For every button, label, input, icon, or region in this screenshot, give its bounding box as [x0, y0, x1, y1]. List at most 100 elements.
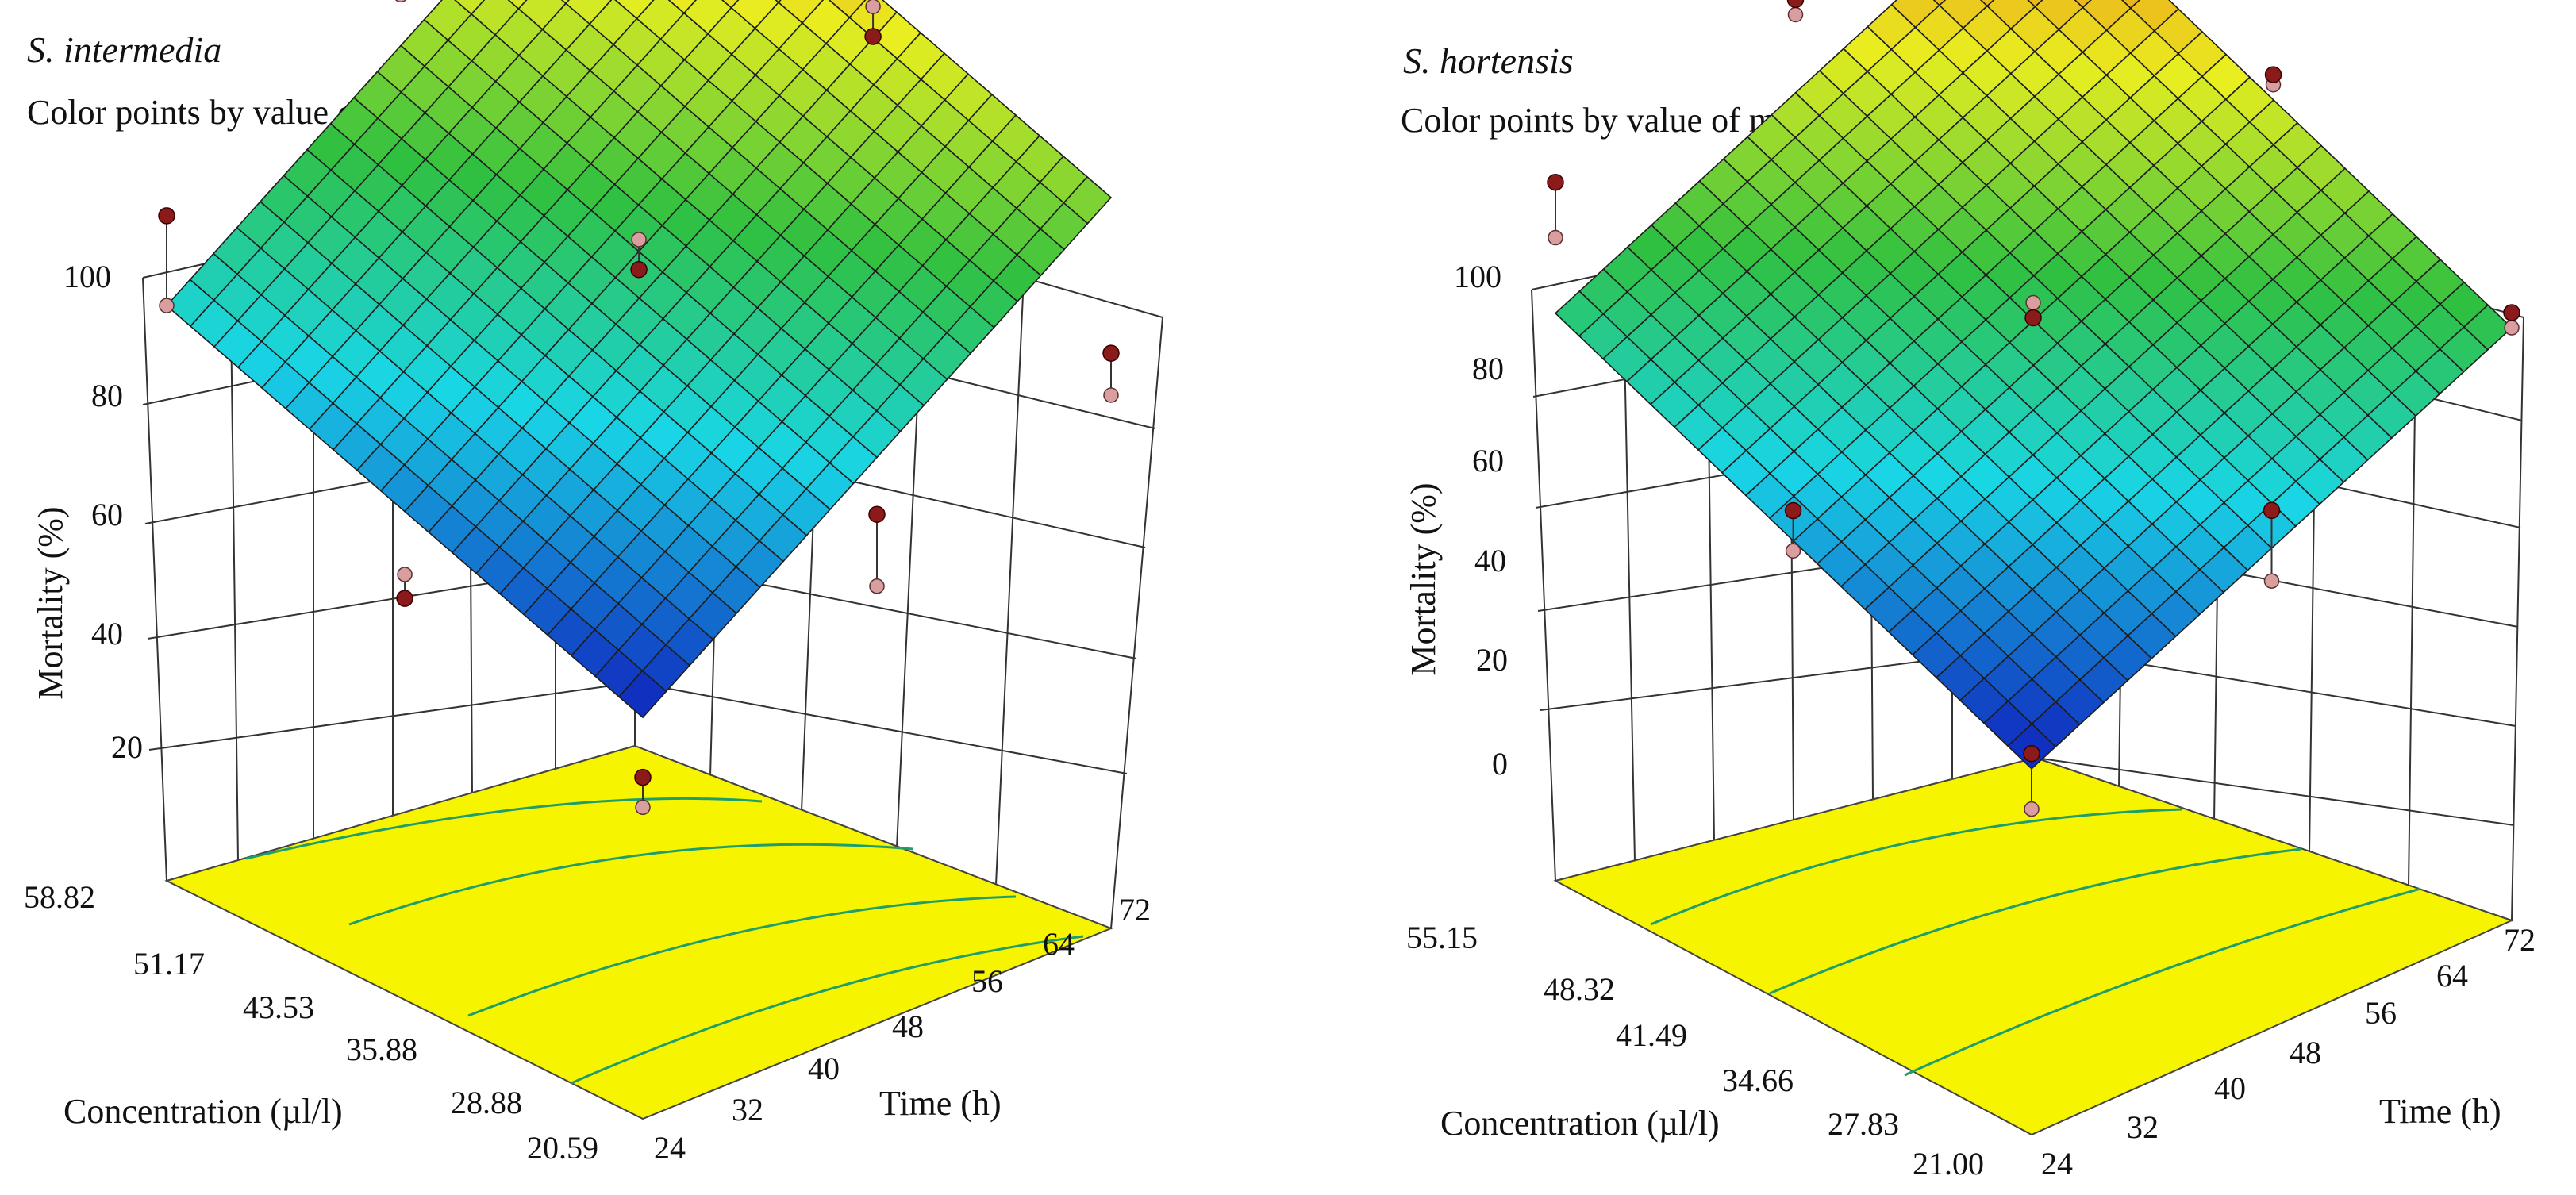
x-tick: 51.17: [133, 946, 205, 982]
x-axis-ticks: 55.15 48.32 41.49 34.66 27.83 21.00: [1406, 920, 1984, 1182]
x-tick: 27.83: [1828, 1106, 1899, 1142]
data-points: [1547, 0, 2520, 817]
y-tick: 64: [2436, 958, 2468, 993]
y-tick: 48: [892, 1009, 924, 1044]
z-tick: 60: [1472, 443, 1504, 478]
y-axis-ticks: 24 32 40 48 56 64 72: [654, 892, 1151, 1166]
z-tick: 20: [1476, 642, 1508, 678]
surface-cell: [507, 0, 528, 10]
surface-cell: [2120, 0, 2141, 10]
surface-cell: [2027, 0, 2043, 8]
observed-point: [634, 768, 652, 786]
surface-cell: [1932, 0, 1947, 6]
predicted-point: [2024, 801, 2040, 817]
observed-point: [2023, 745, 2040, 763]
y-tick: 56: [2365, 995, 2397, 1031]
observed-point: [1784, 501, 1802, 520]
predicted-point: [631, 232, 647, 248]
predicted-point: [397, 567, 413, 582]
y-axis-ticks: 24 32 40 48 56 64 72: [2041, 922, 2536, 1182]
observed-point: [158, 207, 175, 225]
z-axis-label: Mortality (%): [1404, 482, 1443, 675]
y-tick: 48: [2290, 1035, 2321, 1070]
x-tick: 35.88: [346, 1032, 417, 1067]
y-tick: 32: [2127, 1109, 2159, 1145]
x-tick: 43.53: [243, 989, 314, 1025]
observed-point: [868, 505, 886, 523]
x-tick: 20.59: [527, 1130, 598, 1166]
z-axis-label: Mortality (%): [31, 506, 70, 699]
floor-contours: [245, 797, 1084, 1085]
x-tick: 21.00: [1913, 1146, 1984, 1182]
y-tick: 40: [808, 1051, 840, 1086]
z-tick: 40: [1474, 543, 1506, 578]
predicted-point: [394, 0, 407, 3]
x-tick: 28.88: [451, 1085, 522, 1120]
x-tick: 34.66: [1722, 1062, 1794, 1098]
predicted-point: [635, 799, 651, 816]
z-tick: 20: [111, 729, 143, 765]
predicted-point: [1548, 229, 1563, 246]
x-tick: 41.49: [1616, 1017, 1687, 1053]
y-tick: 64: [1043, 926, 1075, 962]
x-axis-ticks: 58.82 51.17 43.53 35.88 28.88 20.59: [24, 879, 598, 1166]
predicted-point: [869, 578, 885, 594]
y-tick: 72: [1119, 892, 1151, 928]
x-axis-label: Concentration (µl/l): [63, 1092, 343, 1131]
observed-point: [864, 28, 882, 45]
z-tick: 60: [91, 497, 123, 532]
y-tick: 40: [2214, 1070, 2246, 1106]
observed-point: [630, 260, 648, 279]
panel-s-hortensis: S. hortensis Color points by value of mo…: [1401, 0, 2536, 1182]
surface-cell: [1979, 0, 1995, 7]
surface-cell: [667, 0, 698, 14]
observed-point: [2263, 501, 2281, 520]
predicted-point: [2025, 294, 2041, 311]
panel-s-intermedia: S. intermedia Color points by value of m…: [24, 0, 1164, 1166]
z-axis-ticks: 100 80 60 40 20 0: [1454, 259, 1508, 782]
surface-cell: [617, 670, 667, 719]
observed-point: [2503, 304, 2520, 321]
x-axis-label: Concentration (µl/l): [1440, 1104, 1720, 1143]
y-tick: 24: [2041, 1146, 2073, 1182]
z-tick: 100: [1454, 259, 1501, 294]
surface-cell: [721, 0, 740, 9]
data-points: [158, 0, 1120, 816]
predicted-point: [159, 298, 175, 313]
response-surface: [1554, 0, 2513, 770]
predicted-point: [1787, 6, 1804, 23]
x-tick: 58.82: [24, 879, 95, 915]
z-tick: 80: [1472, 351, 1504, 386]
predicted-point: [1785, 543, 1801, 559]
floor-contours: [1650, 808, 2421, 1077]
y-tick: 32: [732, 1092, 763, 1128]
chart-title: S. intermedia: [27, 29, 221, 70]
response-surface: [165, 0, 1113, 719]
observed-point: [1547, 173, 1564, 191]
x-tick: 55.15: [1406, 920, 1478, 955]
observed-point: [2264, 66, 2282, 83]
observed-point: [2024, 309, 2042, 327]
z-tick: 0: [1492, 746, 1508, 782]
y-tick: 72: [2504, 922, 2536, 958]
observed-point: [396, 590, 413, 607]
z-tick: 80: [91, 378, 123, 413]
predicted-point: [2263, 573, 2280, 589]
z-axis-ticks: 100 80 60 40 20: [63, 259, 143, 765]
predicted-point: [2504, 320, 2520, 336]
predicted-point: [1103, 387, 1119, 403]
contour-floor: [164, 744, 1113, 1120]
y-axis-label: Time (h): [879, 1084, 1002, 1123]
x-tick: 48.32: [1544, 971, 1615, 1007]
predicted-point: [865, 0, 881, 15]
y-axis-label: Time (h): [2379, 1092, 2501, 1131]
observed-point: [1786, 0, 1805, 9]
chart-title: S. hortensis: [1403, 40, 1574, 81]
observed-point: [1102, 344, 1120, 362]
z-tick: 100: [63, 259, 111, 294]
y-tick: 56: [971, 963, 1003, 999]
z-tick: 40: [91, 616, 123, 651]
surface-cell: [2074, 0, 2092, 9]
y-tick: 24: [654, 1130, 686, 1166]
